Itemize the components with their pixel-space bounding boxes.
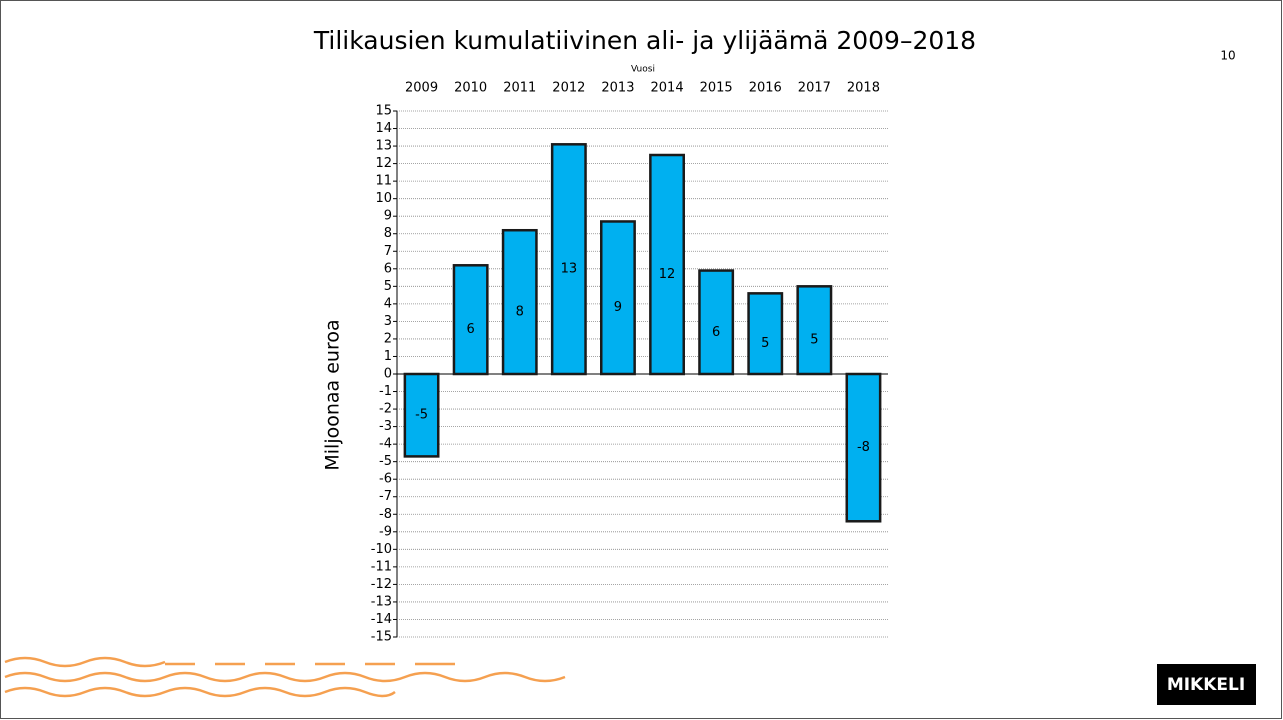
value-label: -8 (857, 440, 870, 455)
bar (501, 228, 538, 376)
y-tick-label: -7 (379, 489, 392, 504)
y-tick-label: 5 (384, 279, 392, 294)
x-tick-label: 2017 (798, 81, 831, 96)
x-tick-label: 2013 (601, 81, 634, 96)
y-tick-label: 13 (375, 139, 392, 154)
y-tick-label: -12 (371, 577, 392, 592)
value-label: 5 (810, 333, 818, 348)
y-tick-label: -13 (371, 594, 392, 609)
page-number: 10 (1220, 49, 1235, 63)
bar (600, 220, 636, 376)
value-label: 6 (712, 325, 720, 340)
x-axis-label: Vuosi (631, 65, 655, 75)
y-tick-label: -6 (379, 472, 392, 487)
y-tick-label: 2 (384, 331, 392, 346)
value-label: 5 (761, 336, 769, 351)
y-tick-label: -9 (379, 524, 392, 539)
y-tick-label: 8 (384, 226, 392, 241)
value-label: 6 (467, 322, 475, 337)
y-tick-label: -15 (371, 630, 392, 645)
y-tick-label: 10 (375, 191, 392, 206)
y-tick-label: 3 (384, 314, 392, 329)
y-tick-label: -8 (379, 507, 392, 522)
logo-box (1157, 664, 1256, 705)
y-tick-label: -10 (371, 542, 392, 557)
y-tick-label: -2 (379, 402, 392, 417)
bar (698, 269, 735, 376)
x-tick-label: 2010 (454, 81, 487, 96)
value-label: 9 (614, 300, 622, 315)
x-tick-label: 2018 (847, 81, 880, 96)
y-tick-label: -1 (379, 384, 392, 399)
y-tick-label: 0 (384, 367, 392, 382)
y-tick-label: -4 (379, 437, 392, 452)
x-tick-label: 2011 (503, 81, 536, 96)
x-tick-label: 2016 (749, 81, 782, 96)
x-tick-label: 2015 (700, 81, 733, 96)
y-tick-label: 11 (375, 174, 392, 189)
bar (452, 264, 489, 376)
y-tick-label: 14 (375, 121, 392, 136)
y-tick-label: 12 (375, 156, 392, 171)
x-tick-label: 2014 (651, 81, 684, 96)
y-tick-label: 7 (384, 244, 392, 259)
x-tick-label: 2012 (552, 81, 585, 96)
y-tick-label: -5 (379, 454, 392, 469)
y-tick-label: -14 (371, 612, 392, 627)
bar (845, 372, 882, 523)
y-tick-label: 9 (384, 209, 392, 224)
logo: MIKKELI (1167, 675, 1245, 695)
bar (747, 292, 784, 376)
value-label: 13 (561, 262, 578, 277)
bar (649, 153, 685, 376)
y-axis-label: Miljoonaa euroa (322, 319, 344, 470)
chart-title: Tilikausien kumulatiivinen ali- ja ylijä… (313, 26, 976, 55)
decoration-waves (4, 656, 566, 698)
value-label: -5 (415, 408, 428, 423)
y-tick-label: 1 (384, 349, 392, 364)
value-label: 8 (516, 305, 524, 320)
y-tick-label: -3 (379, 419, 392, 434)
y-tick-label: 15 (375, 104, 392, 119)
y-tick-label: 4 (384, 296, 392, 311)
value-label: 12 (659, 267, 676, 282)
y-tick-label: 6 (384, 261, 392, 276)
bar (796, 285, 833, 376)
y-tick-label: -11 (371, 559, 392, 574)
bar (550, 143, 587, 376)
bar (403, 372, 440, 458)
x-tick-label: 2009 (405, 81, 438, 96)
